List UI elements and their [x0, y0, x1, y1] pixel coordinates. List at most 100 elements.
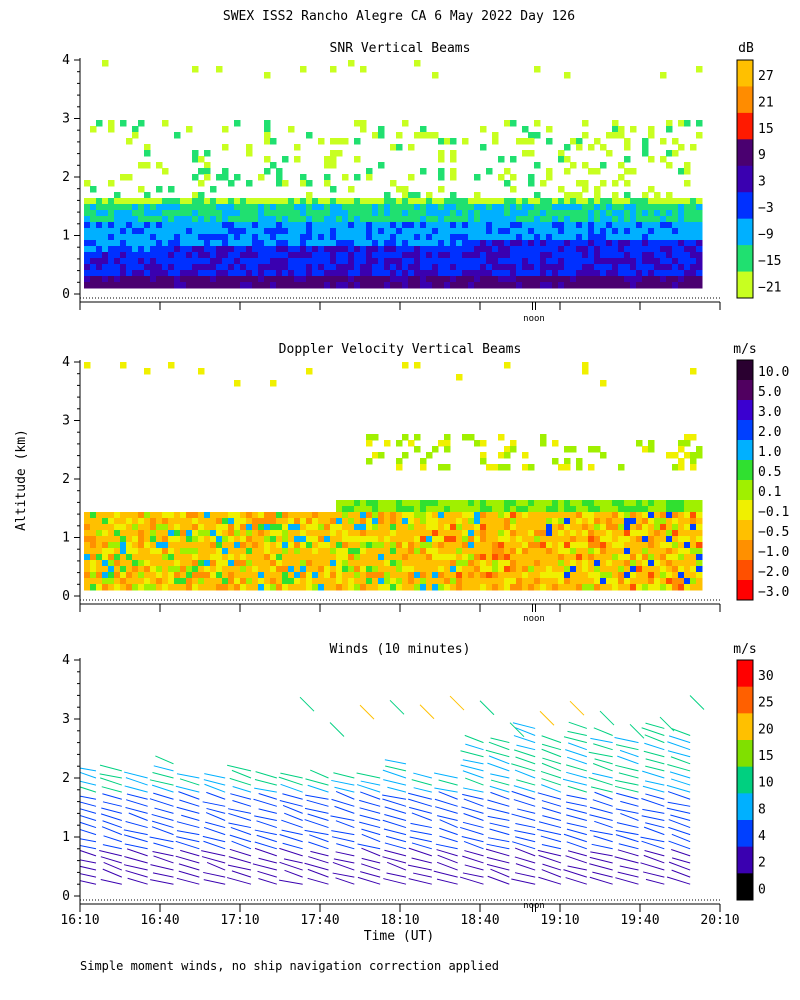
wind-barb [619, 749, 639, 758]
doppler-cell [144, 524, 151, 531]
snr-cell [372, 234, 379, 241]
snr-cell [138, 270, 145, 277]
doppler-cell [102, 536, 109, 543]
wind-barb [282, 793, 303, 800]
doppler-cell [642, 446, 649, 453]
snr-cell [288, 126, 295, 133]
wind-barb [589, 806, 613, 814]
snr-cell [642, 264, 649, 271]
wind-barb [206, 791, 226, 800]
snr-cell [588, 246, 595, 253]
snr-cell [588, 240, 595, 247]
snr-cell [660, 264, 667, 271]
snr-cell [414, 204, 421, 211]
snr-cell [96, 246, 103, 253]
snr-cell [108, 252, 115, 259]
doppler-cell [624, 584, 631, 591]
snr-cell [330, 270, 337, 277]
snr-cell [294, 234, 301, 241]
snr-cell [606, 198, 613, 205]
doppler-cell [300, 566, 307, 573]
doppler-cell [684, 584, 691, 591]
snr-cell [498, 222, 505, 229]
snr-cell [582, 186, 589, 193]
doppler-cell [636, 566, 643, 573]
snr-cell [234, 276, 241, 283]
snr-cell [528, 216, 535, 223]
snr-cell [306, 246, 313, 253]
wind-barb [645, 822, 665, 829]
doppler-cell [534, 578, 541, 585]
snr-cell [342, 258, 349, 265]
wind-barb [408, 847, 432, 857]
snr-cell [534, 252, 541, 259]
snr-cell [558, 246, 565, 253]
wind-barb [642, 785, 665, 793]
snr-cell [438, 186, 445, 193]
doppler-cell [234, 530, 241, 537]
wind-barb [515, 822, 536, 829]
snr-cell [360, 264, 367, 271]
snr-cell [240, 234, 247, 241]
snr-cell [246, 258, 253, 265]
snr-cell [462, 234, 469, 241]
snr-cell [216, 204, 223, 211]
wind-barb [175, 785, 200, 793]
snr-cell [216, 234, 223, 241]
doppler-cell [96, 560, 103, 567]
doppler-cell [564, 506, 571, 513]
snr-cell [612, 258, 619, 265]
snr-cell [348, 234, 355, 241]
doppler-cell [444, 554, 451, 561]
snr-cell [534, 282, 541, 289]
snr-cell [156, 198, 163, 205]
doppler-cell [312, 512, 319, 519]
snr-cell [390, 276, 397, 283]
doppler-cell [408, 548, 415, 555]
doppler-cell [504, 530, 511, 537]
snr-cell [204, 282, 211, 289]
snr-cell [480, 252, 487, 259]
snr-cell [84, 228, 91, 235]
snr-cell [468, 198, 475, 205]
y-tick-label: 0 [62, 889, 70, 904]
snr-cell [318, 216, 325, 223]
snr-cell [516, 252, 523, 259]
wind-barb [361, 863, 381, 871]
snr-cell [264, 246, 271, 253]
doppler-cell [240, 518, 247, 525]
doppler-cell [690, 536, 697, 543]
snr-cell [630, 234, 637, 241]
doppler-cell [186, 518, 193, 525]
doppler-cell [426, 506, 433, 513]
doppler-cell [684, 566, 691, 573]
snr-cell [348, 282, 355, 289]
snr-cell [558, 270, 565, 277]
doppler-cell [642, 554, 649, 561]
doppler-cell [96, 566, 103, 573]
doppler-cell [288, 524, 295, 531]
snr-cell [624, 270, 631, 277]
wind-barb [382, 794, 407, 800]
snr-cell [144, 264, 151, 271]
snr-cell [690, 270, 697, 277]
snr-cell [174, 204, 181, 211]
doppler-cell [456, 542, 463, 549]
snr-cell [534, 192, 541, 199]
snr-cell [216, 174, 223, 181]
doppler-cell [528, 500, 535, 507]
wind-barb [462, 759, 484, 765]
snr-cell [414, 132, 421, 139]
doppler-cell [456, 560, 463, 567]
wind-barb [176, 821, 200, 829]
doppler-cell [486, 548, 493, 555]
wind-barb [356, 784, 381, 793]
colorbar-swatch [737, 713, 753, 741]
snr-cell [516, 228, 523, 235]
doppler-cell [588, 506, 595, 513]
doppler-cell [330, 530, 337, 537]
doppler-cell [426, 452, 433, 459]
doppler-cell [474, 512, 481, 519]
doppler-cell [666, 572, 673, 579]
doppler-cell [132, 542, 139, 549]
